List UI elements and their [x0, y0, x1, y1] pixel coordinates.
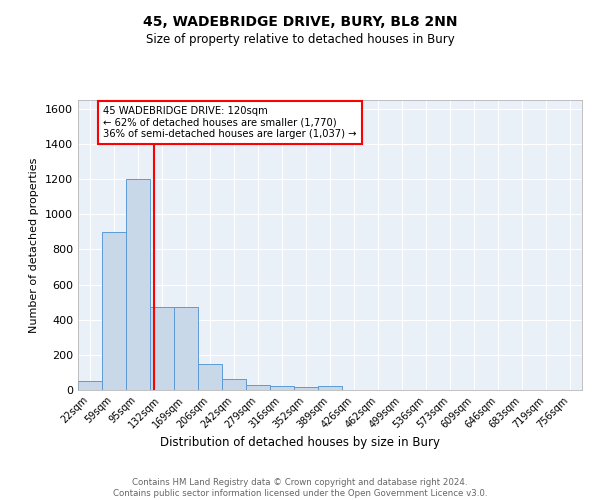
- Text: 45 WADEBRIDGE DRIVE: 120sqm
← 62% of detached houses are smaller (1,770)
36% of : 45 WADEBRIDGE DRIVE: 120sqm ← 62% of det…: [103, 106, 356, 139]
- Bar: [222, 380, 246, 390]
- Bar: [102, 232, 126, 390]
- Bar: [150, 308, 174, 390]
- Text: Distribution of detached houses by size in Bury: Distribution of detached houses by size …: [160, 436, 440, 449]
- Y-axis label: Number of detached properties: Number of detached properties: [29, 158, 40, 332]
- Bar: [246, 384, 270, 390]
- Bar: [126, 179, 150, 390]
- Text: 45, WADEBRIDGE DRIVE, BURY, BL8 2NN: 45, WADEBRIDGE DRIVE, BURY, BL8 2NN: [143, 15, 457, 29]
- Text: Contains HM Land Registry data © Crown copyright and database right 2024.
Contai: Contains HM Land Registry data © Crown c…: [113, 478, 487, 498]
- Bar: [78, 381, 102, 390]
- Bar: [294, 388, 318, 390]
- Text: Size of property relative to detached houses in Bury: Size of property relative to detached ho…: [146, 32, 454, 46]
- Bar: [270, 386, 294, 390]
- Bar: [318, 386, 342, 390]
- Bar: [198, 364, 222, 390]
- Bar: [174, 308, 198, 390]
